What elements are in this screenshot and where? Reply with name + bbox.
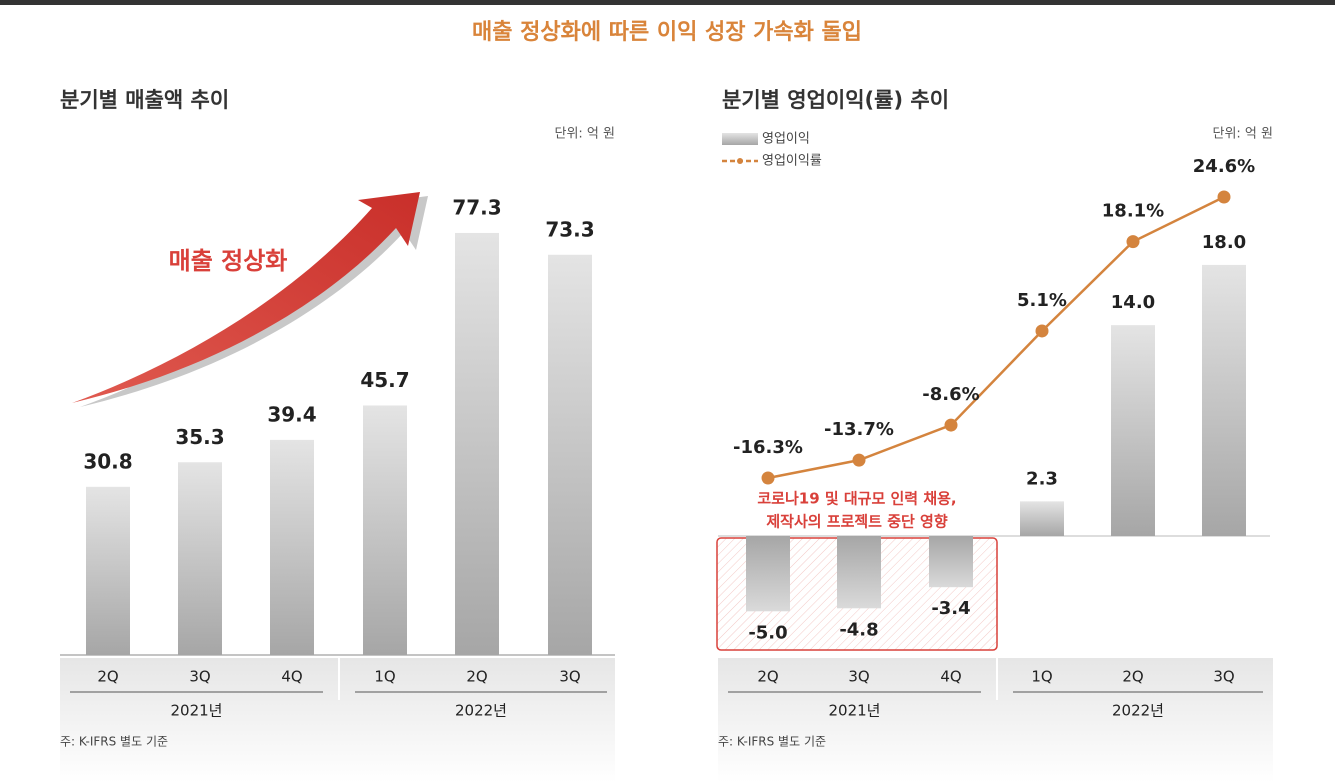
- bar: [178, 462, 222, 655]
- value-label: -16.3%: [733, 437, 803, 458]
- bar: [548, 254, 592, 656]
- bar: [746, 536, 790, 612]
- unit: 단위: 억 원: [1213, 127, 1274, 142]
- top-bar: [0, 0, 1335, 5]
- group-label: 2022년: [455, 702, 507, 720]
- note: 주: K-IFRS 별도 기준: [718, 735, 826, 749]
- legend-swatch: [722, 133, 758, 145]
- arrow: [72, 192, 420, 403]
- value-label: 18.0: [1202, 232, 1246, 253]
- point: [761, 471, 775, 485]
- x-tick-label: 1Q: [374, 668, 395, 686]
- bar: [1202, 264, 1246, 536]
- annotation: 제작사의 프로젝트 중단 영향: [766, 513, 947, 531]
- bar: [929, 536, 973, 588]
- value-label: 24.6%: [1193, 156, 1255, 177]
- category-strip: [718, 658, 1273, 783]
- group-label: 2021년: [829, 702, 881, 720]
- value-label: 45.7: [360, 368, 409, 392]
- bar: [270, 439, 314, 655]
- bar: [837, 536, 881, 609]
- bar: [86, 486, 130, 655]
- unit: 단위: 억 원: [555, 127, 616, 142]
- point: [852, 453, 866, 467]
- bar: [1020, 501, 1064, 536]
- line: [767, 195, 1225, 480]
- x-tick-label: 3Q: [559, 668, 580, 686]
- x-tick-label: 4Q: [281, 668, 302, 686]
- x-tick-label: 3Q: [848, 668, 869, 686]
- legend-label: 영업이익률: [762, 154, 822, 169]
- value-label: -5.0: [748, 622, 787, 643]
- value-label: 30.8: [83, 449, 132, 473]
- chart-title: 분기별 매출액 추이: [60, 88, 229, 112]
- legend-label: 영업이익: [762, 132, 810, 147]
- group-label: 2022년: [1112, 702, 1164, 720]
- x-tick-label: 4Q: [940, 668, 961, 686]
- chart-title: 분기별 영업이익(률) 추이: [722, 88, 949, 112]
- x-tick-label: 3Q: [1213, 668, 1234, 686]
- point: [1035, 324, 1049, 338]
- value-label: -3.4: [931, 598, 970, 619]
- value-label: 35.3: [175, 425, 224, 449]
- bar: [1111, 325, 1155, 536]
- value-label: 39.4: [267, 402, 316, 426]
- page-title: 매출 정상화에 따른 이익 성장 가속화 돌입: [472, 20, 862, 45]
- x-tick-label: 1Q: [1031, 668, 1052, 686]
- point: [1126, 235, 1140, 249]
- x-tick-label: 2Q: [1122, 668, 1143, 686]
- value-label: -8.6%: [922, 384, 979, 405]
- value-label: -4.8: [839, 619, 878, 640]
- annotation: 매출 정상화: [169, 247, 288, 275]
- legend-swatch: [737, 158, 743, 164]
- x-tick-label: 2Q: [757, 668, 778, 686]
- value-label: -13.7%: [824, 419, 894, 440]
- value-label: 5.1%: [1017, 290, 1067, 311]
- x-tick-label: 2Q: [97, 668, 118, 686]
- point: [944, 418, 958, 432]
- value-label: 77.3: [452, 195, 501, 219]
- annotation: 코로나19 및 대규모 인력 채용,: [757, 490, 956, 508]
- bar: [455, 232, 499, 655]
- value-label: 14.0: [1111, 292, 1155, 313]
- point: [1217, 190, 1231, 204]
- x-tick-label: 2Q: [466, 668, 487, 686]
- value-label: 73.3: [545, 217, 594, 241]
- value-label: 18.1%: [1102, 201, 1164, 222]
- note: 주: K-IFRS 별도 기준: [60, 735, 168, 749]
- bar: [363, 405, 407, 655]
- category-strip: [60, 658, 615, 783]
- x-tick-label: 3Q: [189, 668, 210, 686]
- value-label: 2.3: [1026, 468, 1058, 489]
- group-label: 2021년: [171, 702, 223, 720]
